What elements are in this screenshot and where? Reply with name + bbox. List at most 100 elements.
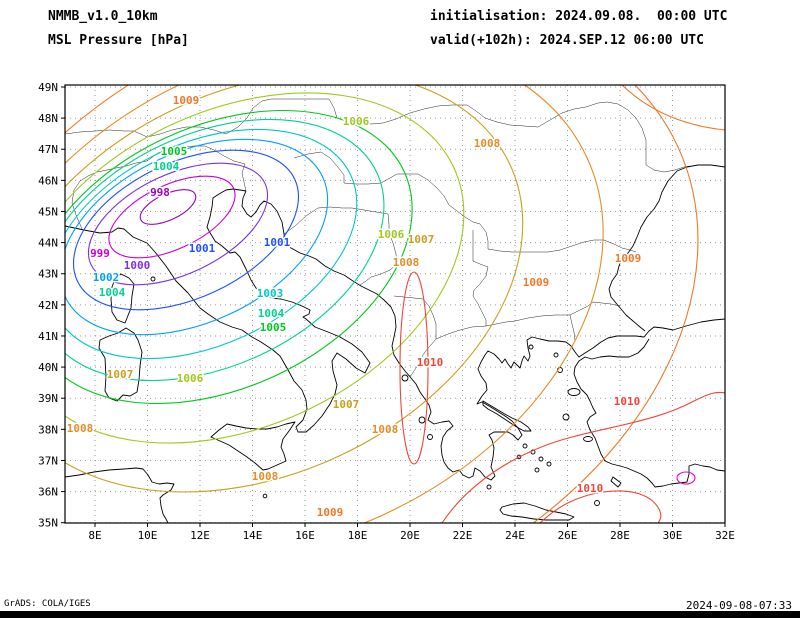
contour-label: 1006: [343, 115, 370, 128]
creation-timestamp: 2024-09-08-07:33: [686, 599, 792, 612]
island-corfu: [401, 374, 409, 382]
y-axis-label: 46N: [38, 174, 58, 187]
y-axis-label: 37N: [38, 454, 58, 467]
x-axis-label: 28E: [610, 529, 630, 542]
contour-label: 999: [90, 247, 110, 260]
x-axis-label: 10E: [138, 529, 158, 542]
contour-label-layer: 1009 1006 1005 1008 1004 998 999 1000 1001 1001 10…: [65, 93, 643, 521]
x-axis-label: 14E: [243, 529, 263, 542]
island-crete: [499, 502, 575, 521]
contour-label: 1001: [189, 242, 216, 255]
small-islands: [150, 276, 600, 506]
y-axis-label: 36N: [38, 486, 58, 499]
contour-label: 1005: [161, 145, 188, 158]
contour-label: 1004: [153, 160, 180, 173]
island-karpathos: [594, 500, 600, 506]
contour-label: 1003: [257, 287, 284, 300]
isobar-1003: [65, 128, 358, 360]
island-corsica: [110, 273, 135, 324]
x-axis-label: 18E: [348, 529, 368, 542]
y-axis-label: 44N: [38, 237, 58, 250]
y-axis-label: 45N: [38, 205, 58, 218]
contour-label: 1009: [173, 94, 200, 107]
contour-label: 1009: [317, 506, 344, 519]
island-euboea: [482, 400, 532, 432]
model-title: NMMB_v1.0_10km: [48, 9, 158, 24]
island-cyclades: [534, 467, 540, 473]
island-sicily: [210, 421, 296, 471]
isobar-1007: [65, 85, 524, 493]
isobar-1009-northeast: [621, 85, 725, 131]
island-samos: [583, 436, 593, 442]
isobar-998: [139, 189, 197, 225]
y-axis-label: 48N: [38, 112, 58, 125]
isobar-1005: [65, 109, 413, 405]
bottom-bar: [0, 611, 800, 618]
field-title: MSL Pressure [hPa]: [48, 33, 189, 48]
valid-time-label: valid(+102h): 2024.SEP.12 06:00 UTC: [430, 33, 704, 48]
y-axis-label: 47N: [38, 143, 58, 156]
island-thasos: [528, 344, 534, 350]
contour-label: 1005: [260, 321, 287, 334]
x-axis-label: 26E: [558, 529, 578, 542]
contour-label: 1002: [93, 271, 120, 284]
border-pannonia-balkans: [293, 151, 637, 253]
isobar-1010-adriatic-ridge: [399, 271, 429, 465]
y-axis-label: 39N: [38, 392, 58, 405]
x-axis-label: 8E: [88, 529, 101, 542]
isobar-1010-east: [441, 391, 725, 523]
contour-label: 1009: [523, 276, 550, 289]
isobar-1010-southeast: [539, 490, 662, 523]
contour-label: 1009: [615, 252, 642, 265]
coastline-adriatic-greece-turkey: [241, 190, 725, 481]
isobar-1000: [87, 162, 269, 286]
island-samothrace: [553, 352, 559, 358]
contour-label: 1008: [474, 137, 501, 150]
contour-label: 1007: [107, 368, 134, 381]
isobar-1011-cell: [676, 471, 696, 485]
y-axis-label: 35N: [38, 517, 58, 530]
border-albania: [393, 295, 437, 378]
island-zakynthos: [427, 434, 433, 440]
contour-label: 1010: [417, 356, 444, 369]
grads-credit: GrADS: COLA/IGES: [4, 599, 91, 609]
isobar-1008: [65, 85, 604, 523]
contour-label: 1008: [393, 256, 420, 269]
island-lesbos: [567, 388, 581, 396]
island-elba: [150, 276, 156, 282]
contour-label: 1001: [264, 236, 291, 249]
isobar-1001: [72, 149, 300, 311]
y-axis-label: 49N: [38, 81, 58, 94]
border-evros: [569, 314, 576, 341]
island-kythira: [486, 484, 492, 490]
island-chios: [562, 413, 570, 421]
y-axis-label: 41N: [38, 330, 58, 343]
isobar-1006: [65, 92, 465, 444]
border-alps: [71, 145, 247, 230]
coastline-italy: [65, 188, 371, 433]
island-kefalonia: [418, 416, 426, 424]
x-axis-label: 22E: [453, 529, 473, 542]
x-axis-label: 24E: [505, 529, 525, 542]
contour-label: 1010: [577, 482, 604, 495]
contour-label: 1008: [67, 422, 94, 435]
x-axis-label: 30E: [663, 529, 683, 542]
contour-label: 1000: [124, 259, 151, 272]
contour-label: 1007: [408, 233, 435, 246]
init-time-label: initialisation: 2024.09.08. 00:00 UTC: [430, 9, 728, 24]
axis-layer: 8E 10E 12E 14E 16E 18E 20E 22E 24E 26E 28E 30E 32E 49…: [38, 81, 735, 542]
contour-label: 1007: [333, 398, 360, 411]
isobar-999: [108, 175, 236, 259]
contour-label: 998: [150, 186, 170, 199]
island-malta: [262, 493, 268, 499]
island-sardinia: [98, 327, 143, 402]
contour-label: 1004: [99, 286, 126, 299]
coastline-black-sea: [608, 164, 725, 332]
contour-label: 1006: [177, 372, 204, 385]
contour-label: 1008: [372, 423, 399, 436]
island-cyclades: [516, 454, 522, 460]
